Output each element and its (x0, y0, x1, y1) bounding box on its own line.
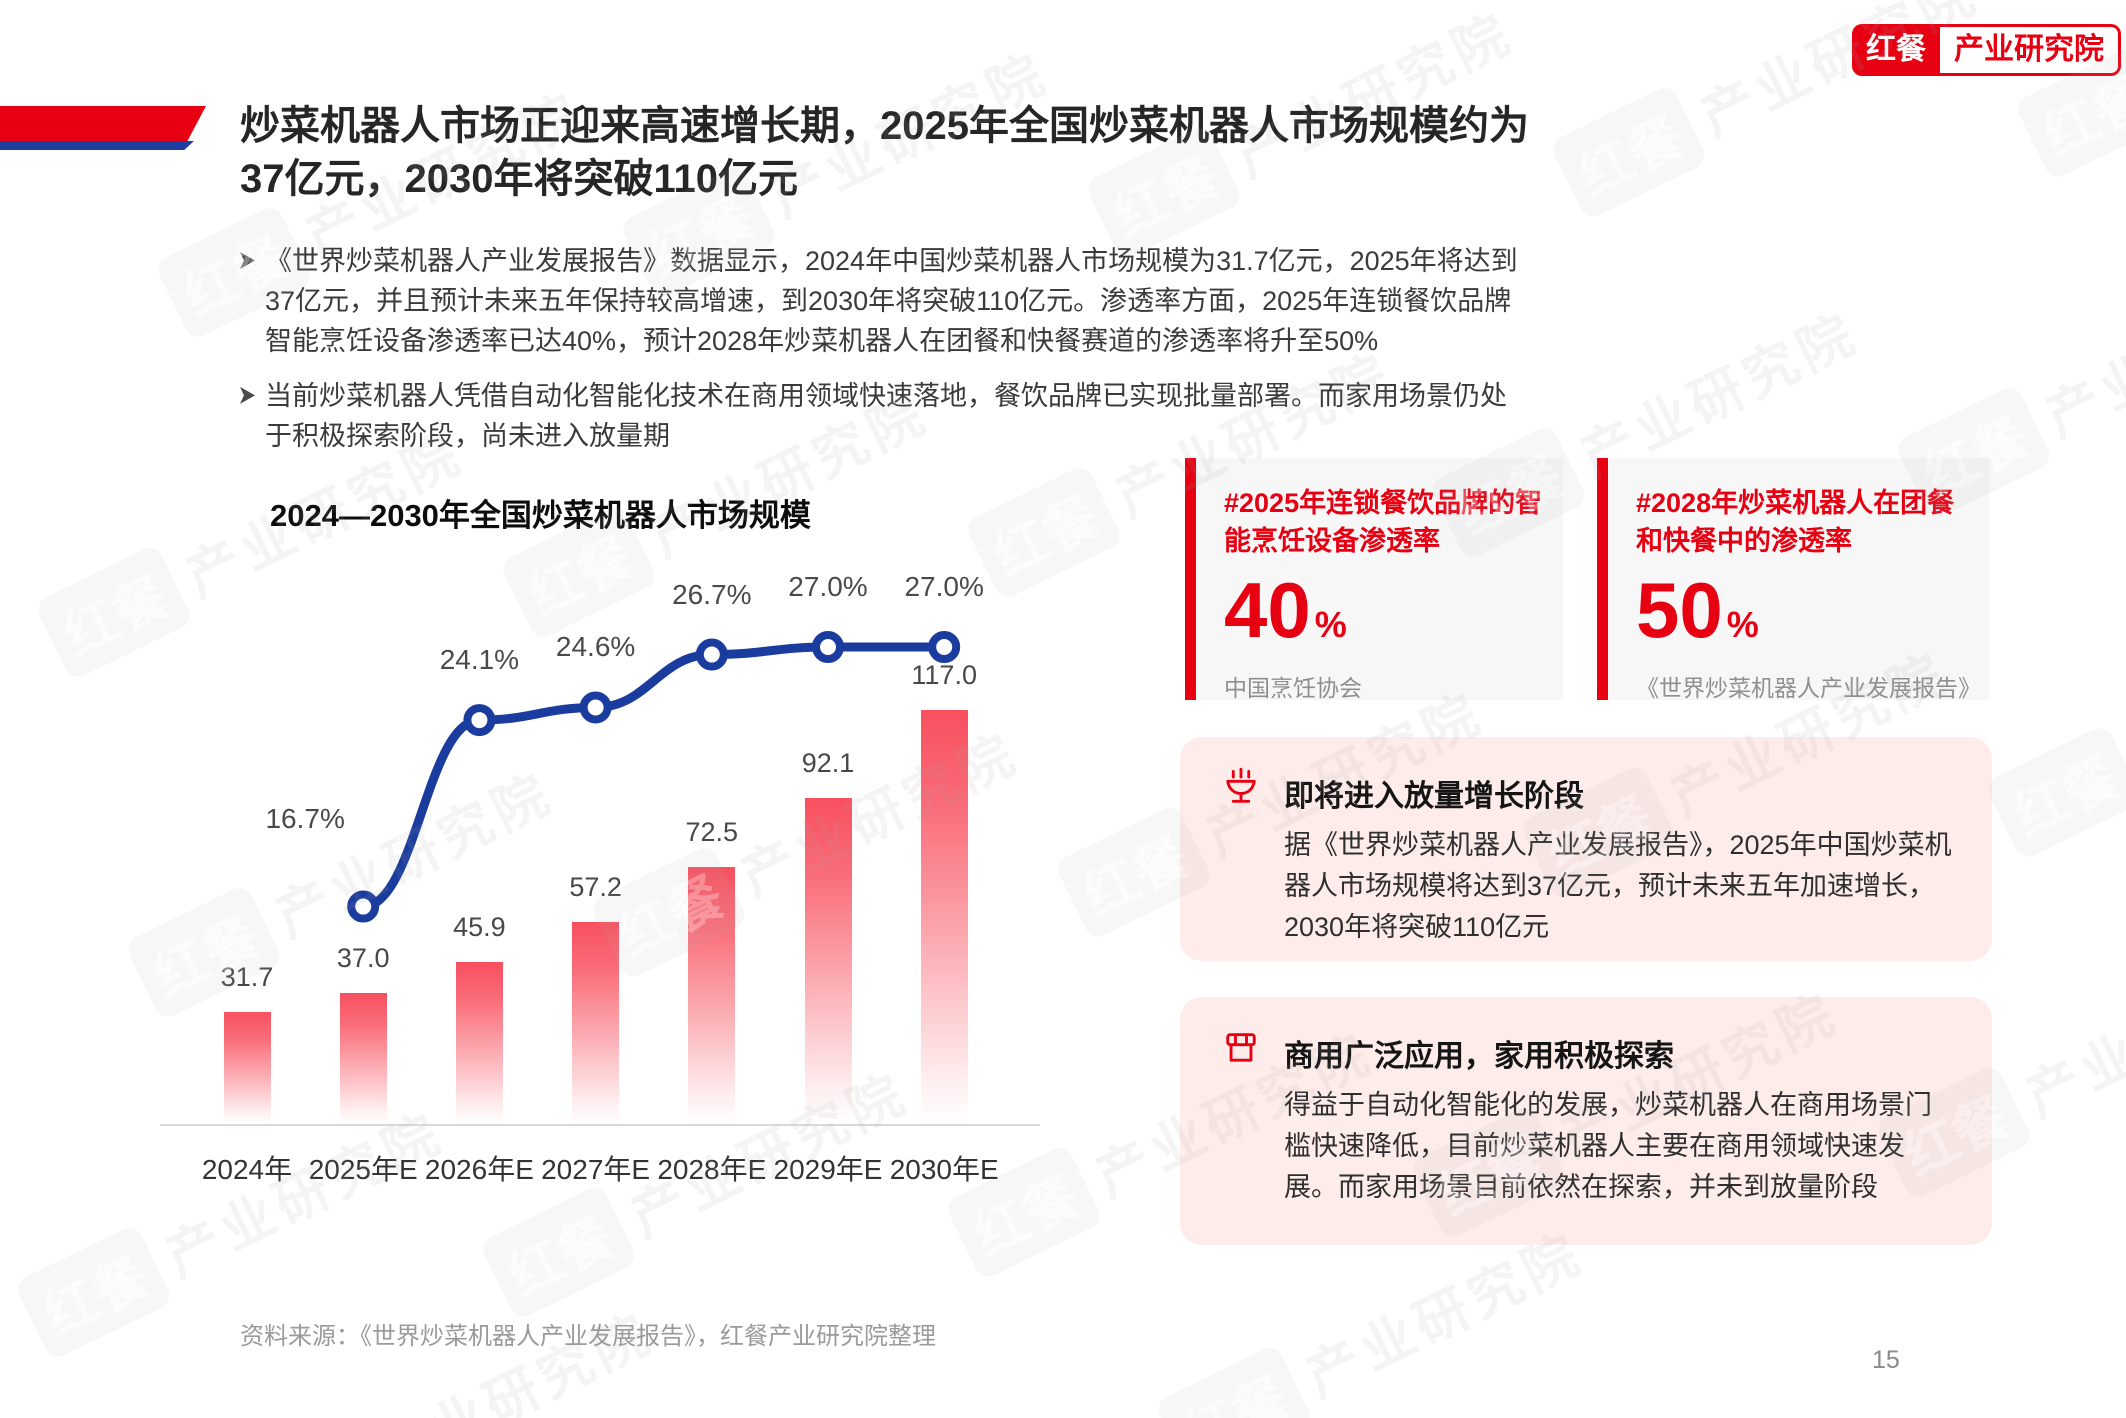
x-axis-label: 2024年 (201, 1154, 293, 1185)
bar-2027年E (572, 921, 620, 1124)
hotpot-icon (1220, 767, 1262, 809)
page-title-line2: 37亿元，2030年将突破110亿元 (240, 157, 799, 202)
info-box-body: 据《世界炒菜机器人产业发展报告》，2025年中国炒菜机器人市场规模将达到37亿元… (1284, 830, 1952, 943)
stat-value-number: 40 (1224, 565, 1311, 654)
stat-value-unit: % (1726, 603, 1759, 645)
card-accent-bar (1185, 458, 1196, 700)
data-source-note: 资料来源：《世界炒菜机器人产业发展报告》，红餐产业研究院整理 (240, 1323, 936, 1350)
stat-card-title: #2025年连锁餐饮品牌的智能烹饪设备渗透率 (1224, 488, 1543, 557)
info-box-growth-stage: 即将进入放量增长阶段 据《世界炒菜机器人产业发展报告》，2025年中国炒菜机器人… (1180, 737, 1992, 961)
growth-rate-label: 27.0% (904, 571, 984, 602)
watermark-brand: 红餐 (1983, 723, 2126, 862)
x-axis-label: 2025年E (308, 1154, 418, 1185)
info-box-commercial-use: 商用广泛应用，家用积极探索 得益于自动化智能化的发展，炒菜机器人在商用场景门槛快… (1180, 997, 1992, 1245)
watermark-brand: 红餐 (1548, 83, 1710, 222)
stat-card-penetration-2025: #2025年连锁餐饮品牌的智能烹饪设备渗透率 40 % 中国烹饪协会 (1185, 458, 1563, 701)
bar-2024年 (223, 1011, 271, 1124)
stat-value-unit: % (1314, 603, 1347, 645)
watermark-brand: 红餐 (13, 1223, 175, 1362)
info-box-title: 商用广泛应用，家用积极探索 (1284, 1040, 1674, 1073)
bar-value-label: 45.9 (453, 911, 506, 942)
watermark-text: 产业研究院 (2036, 262, 2126, 449)
line-marker (695, 638, 728, 671)
stat-value-number: 50 (1636, 565, 1723, 654)
watermark-text: 产业研究院 (2120, 589, 2126, 792)
watermark-text: 产业研究院 (366, 1302, 663, 1418)
page-title: 炒菜机器人市场正迎来高速增长期，2025年全国炒菜机器人市场规模约为 37亿元，… (240, 100, 1529, 206)
bar-value-label: 31.7 (220, 961, 274, 992)
growth-line-chart (347, 631, 961, 923)
growth-rate-label: 24.1% (439, 644, 520, 676)
line-marker (928, 631, 961, 663)
bar-value-label: 37.0 (336, 943, 390, 974)
bar-2029年E (804, 797, 852, 1124)
bar-2025年E (339, 993, 387, 1124)
logo-institute-name: 产业研究院 (1940, 24, 2121, 76)
x-axis-label: 2030年E (889, 1154, 999, 1185)
watermark: 红餐产业研究院 (1983, 586, 2126, 862)
summary-bullets: 《世界炒菜机器人产业发展报告》数据显示，2024年中国炒菜机器人市场规模为31.… (240, 242, 1550, 472)
logo-brand-mark: 红餐 (1852, 24, 1940, 76)
growth-line (362, 642, 945, 912)
header-accent-blue (0, 141, 194, 150)
growth-rate-label: 16.7% (265, 802, 345, 834)
line-marker (812, 631, 844, 663)
growth-rate-label: 26.7% (672, 578, 752, 610)
x-axis-label: 2026年E (424, 1154, 534, 1185)
x-axis-label: 2028年E (657, 1154, 767, 1185)
bullet-paragraph: 当前炒菜机器人凭借自动化智能化技术在商用领域快速落地，餐饮品牌已实现批量部署。而… (240, 377, 1550, 457)
chart-plot-area: 31.7 2024年 37.0 2025年E 45.9 2026年E 57.2 2027年E 7… (160, 562, 1040, 1212)
info-box-title: 即将进入放量增长阶段 (1284, 780, 1584, 813)
line-marker (347, 890, 380, 923)
bar-value-label: 92.1 (801, 747, 855, 778)
stat-card-source: 中国烹饪协会 (1224, 674, 1362, 701)
x-axis-line (160, 1124, 1040, 1126)
x-axis-label: 2029年E (773, 1154, 883, 1185)
growth-rate-label: 27.0% (788, 571, 868, 602)
storefront-icon (1220, 1027, 1262, 1069)
brand-logo: 红餐 产业研究院 (1852, 24, 2121, 76)
page-number: 15 (1872, 1346, 1900, 1374)
watermark-brand: 红餐 (1153, 1343, 1315, 1418)
stat-card-source: 《世界炒菜机器人产业发展报告》 (1636, 674, 1981, 701)
bar-2026年E (455, 961, 503, 1124)
info-box-body: 得益于自动化智能化的发展，炒菜机器人在商用场景门槛快速降低，目前炒菜机器人主要在… (1284, 1090, 1932, 1203)
bar-value-label: 57.2 (569, 871, 622, 902)
bullet-paragraph: 《世界炒菜机器人产业发展报告》数据显示，2024年中国炒菜机器人市场规模为31.… (240, 242, 1550, 362)
card-accent-bar (1597, 458, 1608, 700)
stat-card-value: 40 % (1224, 571, 1559, 649)
watermark: 红餐产业研究院 (224, 1286, 667, 1418)
bullet-arrow-icon (240, 252, 255, 269)
bullet-arrow-icon (240, 386, 255, 404)
bullet-text: 《世界炒菜机器人产业发展报告》数据显示，2024年中国炒菜机器人市场规模为31.… (265, 246, 1518, 356)
bar-value-label: 72.5 (685, 817, 739, 848)
line-marker (579, 691, 612, 724)
header-accent-red (0, 106, 206, 141)
market-size-chart: 2024—2030年全国炒菜机器人市场规模 31.7 2024年 37.0 2025年… (160, 490, 1050, 1190)
bar-2028年E (688, 867, 736, 1124)
line-marker (463, 704, 496, 737)
stat-card-value: 50 % (1636, 571, 1981, 649)
stat-card-title: #2028年炒菜机器人在团餐和快餐中的渗透率 (1636, 488, 1955, 557)
bar-2030年E (920, 709, 968, 1124)
x-axis-label: 2027年E (541, 1154, 651, 1185)
page-title-line1: 炒菜机器人市场正迎来高速增长期，2025年全国炒菜机器人市场规模约为 (240, 104, 1529, 148)
bullet-text: 当前炒菜机器人凭借自动化智能化技术在商用领域快速落地，餐饮品牌已实现批量部署。而… (265, 380, 1507, 451)
stat-card-penetration-2028: #2028年炒菜机器人在团餐和快餐中的渗透率 50 % 《世界炒菜机器人产业发展… (1597, 458, 1989, 701)
watermark-text: 产业研究院 (2016, 942, 2126, 1129)
chart-title: 2024—2030年全国炒菜机器人市场规模 (270, 498, 811, 533)
growth-rate-label: 24.6% (555, 631, 636, 663)
bar-value-label: 117.0 (911, 659, 977, 690)
